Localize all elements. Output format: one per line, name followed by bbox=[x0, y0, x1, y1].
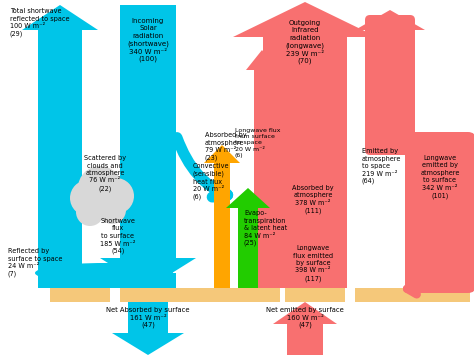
Text: Longwave
emitted by
atmosphere
to surface
342 W m⁻²
(101): Longwave emitted by atmosphere to surfac… bbox=[420, 155, 460, 199]
Text: Incoming
Solar
radiation
(shortwave)
340 W m⁻²
(100): Incoming Solar radiation (shortwave) 340… bbox=[127, 18, 169, 62]
Bar bbox=[420, 288, 470, 302]
Text: Net Absorbed by surface
161 W m⁻²
(47): Net Absorbed by surface 161 W m⁻² (47) bbox=[106, 307, 190, 329]
Text: Shortwave
flux
to surface
185 W m⁻²
(54): Shortwave flux to surface 185 W m⁻² (54) bbox=[100, 218, 136, 254]
Text: Evapo-
transpiration
& latent heat
84 W m⁻²
(25): Evapo- transpiration & latent heat 84 W … bbox=[244, 210, 287, 246]
Polygon shape bbox=[273, 302, 337, 355]
Bar bbox=[120, 288, 280, 302]
Polygon shape bbox=[112, 302, 184, 355]
Polygon shape bbox=[22, 5, 98, 288]
Text: Emitted by
atmosphere
to space
219 W m⁻²
(64): Emitted by atmosphere to space 219 W m⁻²… bbox=[362, 148, 401, 184]
Text: Outgoing
Infrared
radiation
(longwave)
239 W m⁻²
(70): Outgoing Infrared radiation (longwave) 2… bbox=[285, 20, 325, 65]
Text: Absorbed by
atmosphere
79 W m⁻²
(23): Absorbed by atmosphere 79 W m⁻² (23) bbox=[205, 132, 246, 161]
FancyBboxPatch shape bbox=[365, 15, 415, 155]
Polygon shape bbox=[246, 50, 278, 288]
Text: Net emitted by surface
160 W m⁻²
(47): Net emitted by surface 160 W m⁻² (47) bbox=[266, 307, 344, 329]
Text: Total shortwave
reflected to space
100 W m⁻²
(29): Total shortwave reflected to space 100 W… bbox=[10, 8, 70, 37]
Ellipse shape bbox=[35, 263, 173, 283]
Circle shape bbox=[76, 198, 104, 226]
Polygon shape bbox=[116, 195, 180, 288]
Circle shape bbox=[98, 196, 126, 224]
FancyBboxPatch shape bbox=[405, 132, 474, 293]
Text: Reflected by
surface to space
24 W m⁻²
(7): Reflected by surface to space 24 W m⁻² (… bbox=[8, 248, 63, 277]
Circle shape bbox=[70, 180, 106, 216]
Bar bbox=[38, 273, 176, 288]
Circle shape bbox=[78, 166, 122, 210]
Bar bbox=[50, 288, 110, 302]
Text: Longwave
flux emitted
by surface
398 W m⁻²
(117): Longwave flux emitted by surface 398 W m… bbox=[293, 245, 333, 281]
Polygon shape bbox=[355, 10, 425, 145]
Polygon shape bbox=[100, 5, 196, 288]
Text: Absorbed by
atmosphere
378 W m⁻²
(111): Absorbed by atmosphere 378 W m⁻² (111) bbox=[292, 185, 334, 214]
Text: Longwave flux
from surface
to space
20 W m⁻²
(6): Longwave flux from surface to space 20 W… bbox=[235, 128, 281, 158]
Text: Scattered by
clouds and
atmosphere
76 W m⁻²
(22): Scattered by clouds and atmosphere 76 W … bbox=[84, 155, 126, 192]
Bar bbox=[285, 288, 345, 302]
Text: Convective
(sensible)
heat flux
20 W m⁻²
(6): Convective (sensible) heat flux 20 W m⁻²… bbox=[193, 163, 229, 200]
Circle shape bbox=[98, 178, 134, 214]
Polygon shape bbox=[204, 145, 240, 288]
Polygon shape bbox=[226, 188, 270, 288]
Polygon shape bbox=[233, 2, 377, 288]
Bar bbox=[355, 288, 435, 302]
